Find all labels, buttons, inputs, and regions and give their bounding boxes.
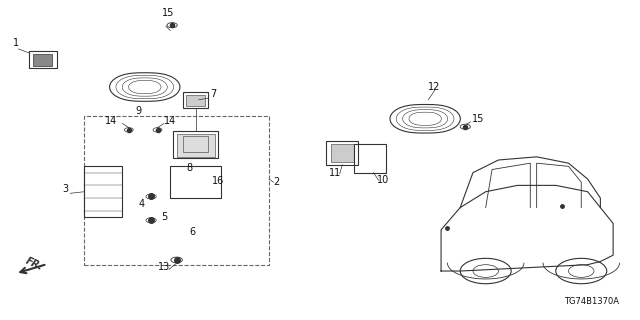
Text: 14: 14 — [164, 116, 176, 125]
Text: 5: 5 — [161, 212, 167, 222]
Text: 8: 8 — [186, 163, 193, 173]
Bar — [173, 132, 218, 158]
Bar — [183, 92, 209, 108]
Text: 10: 10 — [378, 175, 390, 185]
Text: 14: 14 — [104, 116, 117, 125]
Text: 15: 15 — [162, 8, 174, 18]
Bar — [354, 144, 386, 173]
Bar — [84, 166, 122, 217]
Bar — [177, 134, 215, 157]
Text: 13: 13 — [157, 262, 170, 272]
Text: TG74B1370A: TG74B1370A — [564, 297, 620, 306]
Bar — [183, 136, 209, 152]
Text: 12: 12 — [428, 82, 441, 92]
Text: 4: 4 — [138, 199, 145, 209]
Bar — [33, 54, 52, 67]
Text: 9: 9 — [135, 106, 141, 116]
Bar — [186, 95, 205, 106]
Bar — [84, 116, 269, 265]
Bar — [170, 166, 221, 198]
Text: 3: 3 — [62, 184, 68, 194]
Bar — [326, 141, 358, 165]
Text: 11: 11 — [328, 168, 340, 178]
Bar — [29, 51, 57, 68]
Text: 16: 16 — [212, 176, 224, 186]
Bar — [331, 144, 354, 162]
Text: 1: 1 — [12, 38, 19, 48]
Text: FR.: FR. — [24, 256, 44, 272]
Text: 15: 15 — [472, 114, 484, 124]
Text: 6: 6 — [189, 228, 195, 237]
Text: 7: 7 — [210, 89, 216, 99]
Text: 2: 2 — [273, 177, 280, 188]
